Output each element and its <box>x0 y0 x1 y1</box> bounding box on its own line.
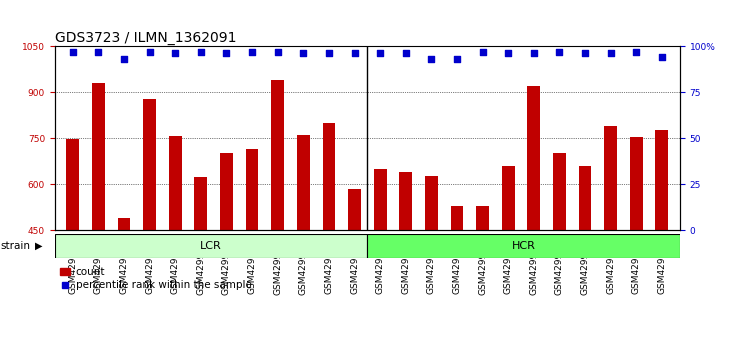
Legend: count, percentile rank within the sample: count, percentile rank within the sample <box>60 267 251 290</box>
Bar <box>194 177 207 230</box>
Point <box>656 54 667 60</box>
Point <box>477 49 488 55</box>
Bar <box>605 126 617 230</box>
Point <box>553 49 565 55</box>
Bar <box>528 86 540 230</box>
Point <box>374 51 386 56</box>
Bar <box>220 153 233 230</box>
Point <box>605 51 616 56</box>
Point <box>323 51 335 56</box>
Bar <box>656 130 668 230</box>
Point <box>118 56 130 62</box>
Point <box>579 51 591 56</box>
Point <box>221 51 232 56</box>
Bar <box>630 137 643 230</box>
Bar <box>169 136 181 230</box>
Bar <box>348 189 361 230</box>
Point <box>425 56 437 62</box>
Bar <box>67 139 79 230</box>
Text: HCR: HCR <box>512 241 536 251</box>
Bar <box>501 166 515 230</box>
Point <box>298 51 309 56</box>
Bar <box>322 123 336 230</box>
Point <box>246 49 258 55</box>
Bar <box>297 135 310 230</box>
Text: ▶: ▶ <box>35 241 42 251</box>
Bar <box>367 234 680 258</box>
Text: strain: strain <box>1 241 31 251</box>
Bar <box>271 80 284 230</box>
Bar <box>450 206 463 230</box>
Point <box>630 49 642 55</box>
Point <box>93 49 105 55</box>
Bar <box>425 176 438 230</box>
Point <box>528 51 539 56</box>
Point <box>451 56 463 62</box>
Point <box>502 51 514 56</box>
Point <box>400 51 412 56</box>
Bar <box>476 206 489 230</box>
Text: LCR: LCR <box>200 241 222 251</box>
Point <box>67 49 79 55</box>
Bar <box>579 166 591 230</box>
Text: GDS3723 / ILMN_1362091: GDS3723 / ILMN_1362091 <box>55 31 236 45</box>
Bar <box>399 172 412 230</box>
Bar <box>553 153 566 230</box>
Bar <box>374 169 387 230</box>
Point <box>144 49 156 55</box>
Point <box>170 51 181 56</box>
Point <box>272 49 284 55</box>
Bar <box>118 218 130 230</box>
Point <box>195 49 207 55</box>
Point <box>349 51 360 56</box>
Bar <box>143 99 156 230</box>
Bar <box>55 234 367 258</box>
Bar <box>246 149 259 230</box>
Bar <box>92 83 105 230</box>
